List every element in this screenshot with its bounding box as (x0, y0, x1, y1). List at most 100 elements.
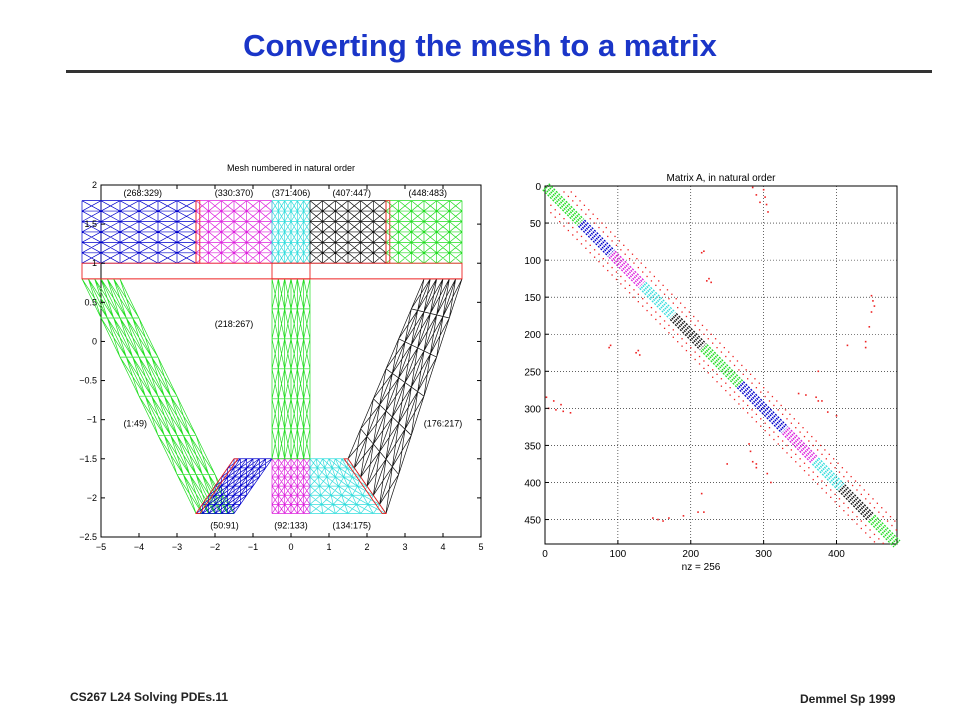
coupling-point (815, 396, 817, 399)
nonzero-lower (847, 514, 849, 516)
nonzero-lower (733, 391, 736, 393)
nonzero-lower (585, 240, 587, 242)
y-tick-label: 2 (92, 180, 97, 190)
nonzero-lower (602, 265, 605, 267)
x-tick-label: 4 (440, 542, 445, 552)
nonzero-upper (771, 395, 774, 398)
nonzero-lower (650, 314, 653, 316)
nonzero-lower (747, 404, 749, 407)
footer-author-label: Demmel Sp 1999 (800, 692, 896, 706)
nonzero-upper (623, 244, 625, 246)
nonzero-upper (876, 502, 879, 504)
diagonal-block (542, 183, 585, 226)
diagonal-block-band (813, 462, 840, 489)
nonzero-lower (755, 413, 758, 415)
nonzero-lower (633, 289, 635, 291)
nonzero-upper (742, 373, 744, 375)
nonzero-lower (589, 244, 591, 246)
nonzero-upper (832, 458, 835, 460)
nonzero-upper (671, 293, 673, 295)
nonzero-upper (873, 507, 876, 509)
mesh-region (309, 200, 387, 264)
nonzero-lower (825, 492, 828, 494)
diagonal-block-band (738, 385, 784, 432)
coupling-point-sym (726, 463, 728, 465)
nonzero-lower (690, 354, 692, 356)
diagonal-block-band (610, 255, 641, 287)
nonzero-upper (872, 498, 874, 500)
nonzero-lower (558, 213, 561, 215)
y-tick-label: 300 (524, 404, 541, 415)
nonzero-upper (627, 249, 629, 251)
nonzero-upper (607, 235, 609, 238)
mesh-region-label: (134:175) (333, 520, 372, 530)
nonzero-lower (633, 296, 635, 298)
x-tick-label: 5 (478, 542, 483, 552)
nonzero-upper (725, 355, 727, 358)
nonzero-lower (672, 336, 674, 338)
nonzero-upper (710, 333, 712, 335)
x-tick-label: 300 (755, 549, 772, 560)
nonzero-upper (640, 262, 642, 264)
nonzero-upper (824, 449, 826, 451)
y-tick-label: −0.5 (79, 376, 97, 386)
nonzero-upper (609, 231, 612, 233)
mesh-region (309, 458, 387, 514)
nonzero-lower (825, 484, 828, 487)
nonzero-lower (646, 302, 648, 304)
diagonal-block-band (582, 221, 614, 253)
nonzero-upper (588, 209, 590, 211)
nonzero-lower (576, 238, 578, 241)
nonzero-lower (834, 493, 836, 496)
nonzero-upper (589, 218, 591, 220)
nonzero-lower (751, 409, 753, 411)
nonzero-lower (768, 434, 771, 436)
nonzero-upper (601, 222, 603, 224)
nonzero-lower (742, 400, 744, 402)
nonzero-upper (642, 271, 644, 273)
coupling-point-sym (608, 346, 610, 349)
diagonal-block-band (816, 459, 843, 486)
coupling-point (748, 443, 750, 445)
nonzero-upper (802, 427, 804, 429)
mesh-region-lines (81, 278, 235, 514)
nonzero-upper (655, 284, 657, 287)
coupling-point-sym (835, 414, 838, 417)
nonzero-lower (615, 278, 618, 281)
mesh-interface (385, 200, 391, 264)
nonzero-upper (882, 515, 884, 518)
nonzero-lower (790, 456, 793, 458)
coupling-nonzeros (545, 186, 876, 522)
nonzero-lower (803, 462, 806, 464)
nonzero-lower (786, 452, 788, 454)
mesh-region (347, 278, 463, 514)
coupling-point-sym (764, 196, 766, 198)
mesh-region (81, 278, 235, 514)
diagonal-block (669, 312, 707, 351)
nonzero-upper (723, 346, 725, 349)
nonzero-lower (865, 532, 867, 534)
nonzero-lower (615, 271, 618, 273)
coupling-point (755, 463, 758, 465)
diagonal-block-band (703, 347, 741, 385)
nonzero-upper (745, 369, 747, 371)
nonzero-upper (693, 315, 695, 318)
mesh-region-lines (271, 458, 311, 514)
nonzero-lower (611, 274, 613, 276)
nonzero-upper (821, 453, 823, 456)
nonzero-upper (644, 266, 647, 269)
nonzero-lower (611, 266, 613, 269)
nonzero-lower (659, 323, 661, 325)
nonzero-lower (550, 212, 552, 214)
nonzero-upper (806, 431, 809, 433)
nonzero-lower (663, 327, 666, 330)
y-tick-label: 100 (524, 256, 541, 267)
nonzero-upper (749, 373, 752, 375)
nonzero-lower (768, 427, 771, 429)
nonzero-upper (615, 244, 618, 246)
nonzero-upper (580, 209, 583, 211)
nonzero-lower (554, 216, 556, 218)
nonzero-upper (819, 444, 822, 447)
mesh-region-label: (50:91) (210, 520, 239, 530)
mesh-region-label: (92:133) (274, 520, 308, 530)
